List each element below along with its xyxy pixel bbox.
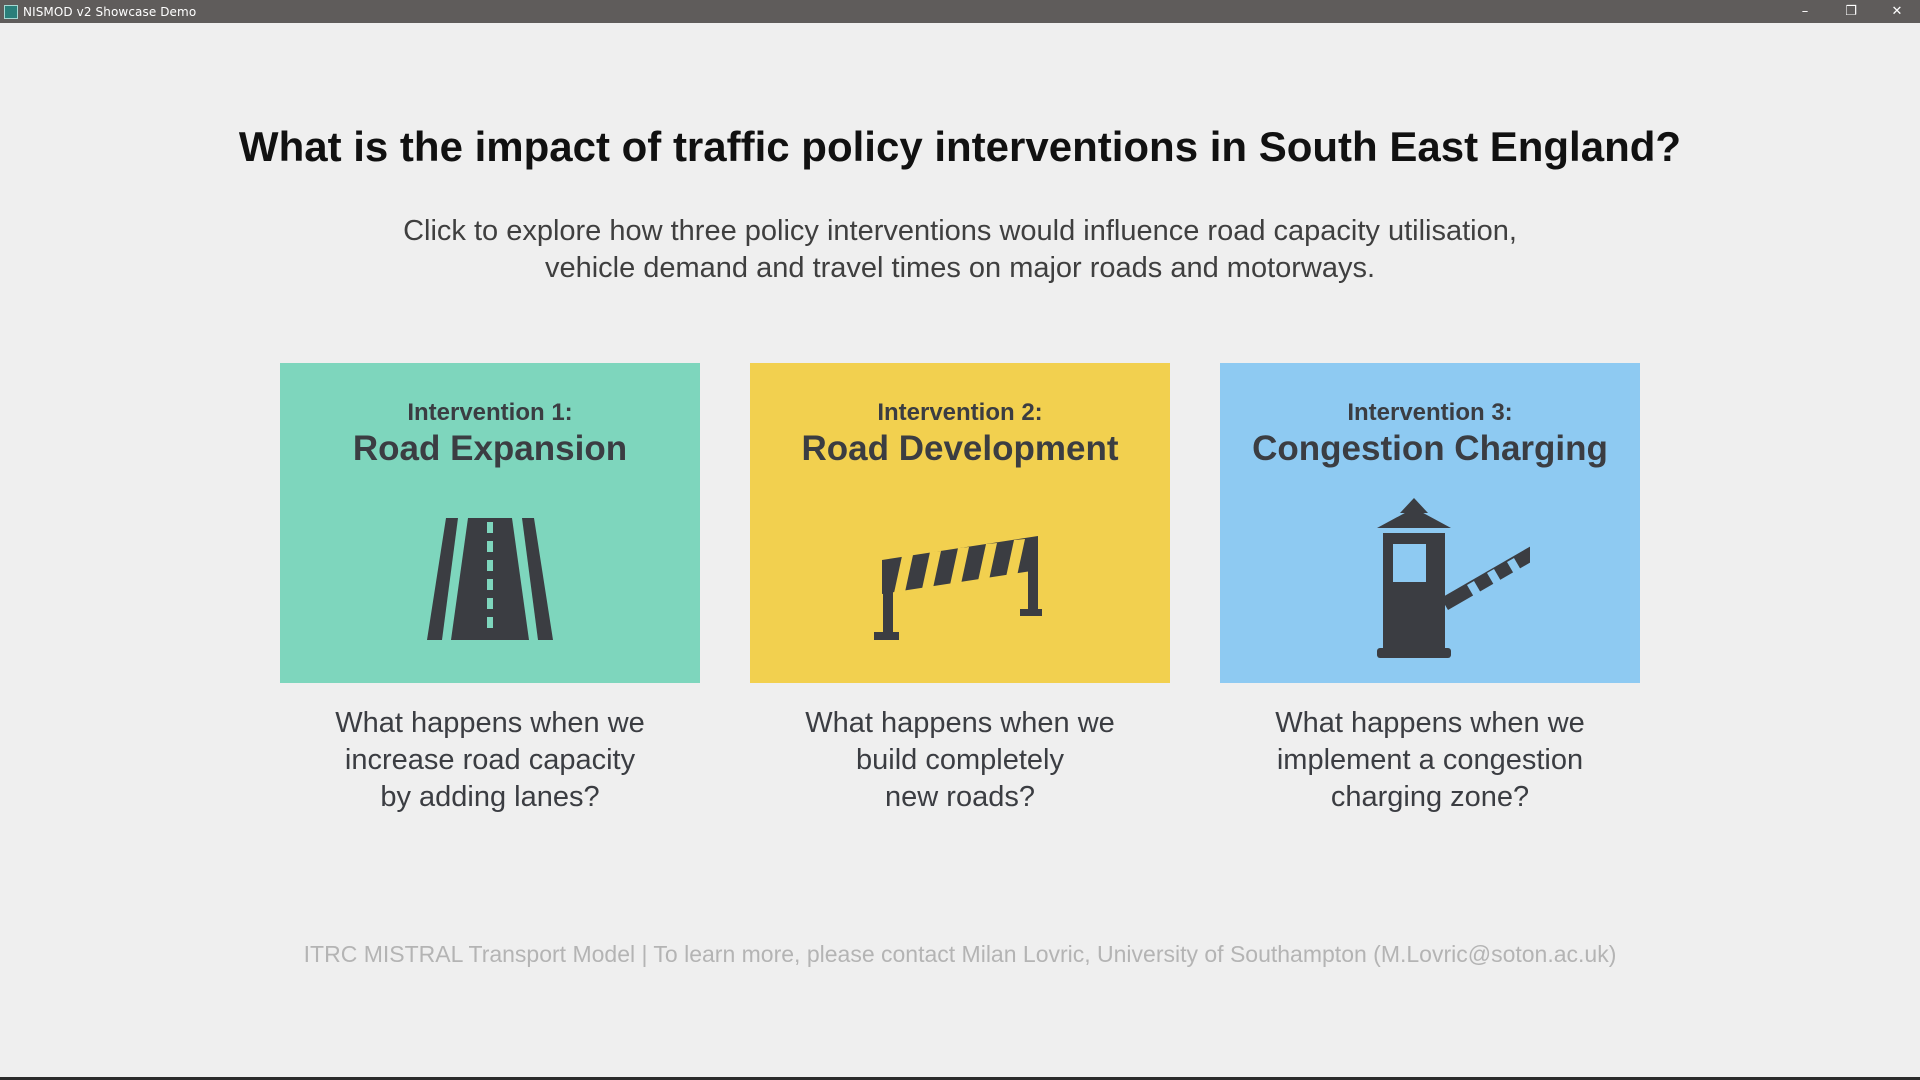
window-controls: – ❐ ✕ [1782, 0, 1920, 23]
window-title: NISMOD v2 Showcase Demo [23, 4, 197, 19]
intervention-number: Intervention 1: [407, 399, 573, 426]
intervention-number: Intervention 2: [877, 399, 1043, 426]
footer-credit: ITRC MISTRAL Transport Model | To learn … [303, 941, 1617, 967]
intervention-question: What happens when we implement a congest… [1220, 705, 1640, 816]
question-line: new roads? [885, 781, 1035, 813]
minimize-button[interactable]: – [1801, 4, 1809, 19]
main-content: What is the impact of traffic policy int… [0, 23, 1920, 1077]
intervention-question: What happens when we increase road capac… [280, 705, 700, 816]
window-bottom-border [0, 1077, 1920, 1080]
restore-button[interactable]: ❐ [1845, 4, 1857, 19]
question-line: implement a congestion [1276, 744, 1584, 776]
question-line: by adding lanes? [380, 781, 600, 813]
question-line: What happens when we [805, 707, 1115, 739]
road-icon [427, 518, 553, 640]
window-titlebar: NISMOD v2 Showcase Demo – ❐ ✕ [0, 0, 1920, 23]
page-subtitle: Click to explore how three policy interv… [360, 213, 1560, 287]
intervention-title: Road Expansion [352, 429, 628, 468]
road-barrier-icon [874, 536, 1042, 640]
question-line: increase road capacity [344, 744, 636, 776]
intervention-question: What happens when we build completely ne… [750, 705, 1170, 816]
subtitle-line: vehicle demand and travel times on major… [544, 252, 1376, 284]
page-title: What is the impact of traffic policy int… [238, 123, 1682, 170]
app-icon [4, 4, 18, 19]
intervention-title: Road Development [801, 429, 1119, 468]
intervention-number: Intervention 3: [1347, 399, 1513, 426]
close-button[interactable]: ✕ [1891, 4, 1903, 19]
intervention-card-road-development[interactable]: Intervention 2: Road Development [750, 363, 1170, 683]
question-line: build completely [856, 744, 1064, 776]
question-line: What happens when we [335, 707, 645, 739]
toll-booth-icon [1377, 498, 1530, 658]
question-line: charging zone? [1330, 781, 1530, 813]
intervention-card-road-expansion[interactable]: Intervention 1: Road Expansion [280, 363, 700, 683]
intervention-card-congestion-charging[interactable]: Intervention 3: Congestion Charging [1220, 363, 1640, 683]
intervention-title: Congestion Charging [1252, 429, 1608, 468]
subtitle-line: Click to explore how three policy interv… [403, 215, 1517, 247]
question-line: What happens when we [1275, 707, 1585, 739]
